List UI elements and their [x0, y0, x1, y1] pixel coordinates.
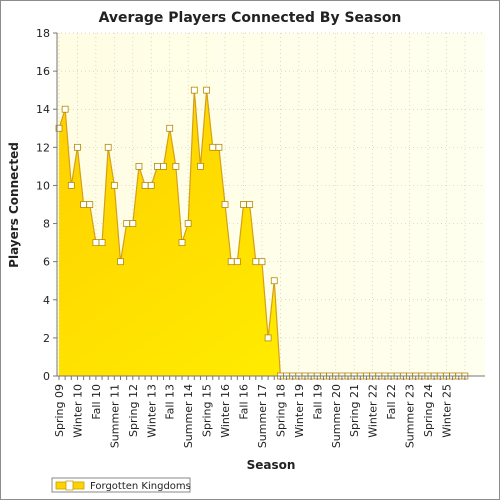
- y-tick-label: 10: [36, 179, 50, 192]
- data-point: [153, 162, 161, 170]
- data-point: [61, 105, 69, 113]
- data-point: [141, 182, 149, 189]
- data-point: [104, 143, 112, 151]
- x-tick-label: Winter 13: [145, 384, 158, 438]
- data-point: [135, 162, 143, 170]
- y-axis-ticks: 0 2 4 6 8 10 12 14 16 18: [36, 27, 57, 383]
- y-tick-label: 6: [43, 256, 50, 269]
- y-tick-label: 18: [36, 27, 50, 40]
- legend-marker: [65, 480, 74, 491]
- data-point: [86, 201, 94, 208]
- x-axis-title: Season: [247, 458, 296, 472]
- data-point: [258, 258, 266, 266]
- data-point: [203, 86, 211, 94]
- gridlines: [57, 32, 485, 376]
- x-tick-label: Fall 16: [238, 384, 251, 420]
- x-tick-label: Fall 10: [90, 384, 103, 420]
- data-point: [252, 258, 260, 266]
- data-point: [117, 258, 124, 266]
- x-tick-label: Summer 14: [182, 384, 195, 448]
- data-point: [264, 334, 272, 342]
- x-tick-label: Winter 19: [293, 384, 306, 438]
- x-tick-label: Spring 18: [274, 384, 287, 437]
- y-tick-label: 2: [43, 332, 50, 345]
- data-point: [221, 201, 229, 208]
- data-point: [67, 182, 75, 189]
- data-point: [74, 143, 81, 151]
- data-point: [197, 162, 204, 170]
- data-point: [227, 258, 235, 266]
- x-tick-label: Winter 22: [367, 384, 380, 438]
- x-tick-label: Winter 16: [219, 384, 232, 438]
- data-point: [147, 182, 155, 189]
- x-tick-label: Spring 24: [422, 384, 435, 437]
- y-tick-label: 12: [36, 141, 50, 154]
- x-tick-label: Winter 10: [71, 384, 84, 438]
- x-tick-label: Summer 17: [256, 384, 269, 448]
- y-axis-title: Players Connected: [7, 142, 21, 268]
- x-axis-ticks: Spring 09 Winter 10 Fall 10 Summer 11 Spring…: [53, 376, 466, 448]
- x-tick-label: Spring 09: [53, 384, 66, 437]
- x-tick-label: Fall 13: [164, 384, 177, 420]
- x-tick-label: Summer 20: [330, 384, 343, 448]
- data-point: [92, 239, 100, 247]
- data-point: [178, 239, 186, 247]
- data-point: [190, 86, 198, 94]
- data-point: [233, 258, 241, 266]
- data-point: [55, 124, 63, 132]
- data-point: [246, 201, 254, 208]
- y-tick-label: 8: [43, 218, 50, 231]
- data-point: [270, 277, 278, 285]
- data-point: [80, 201, 87, 208]
- data-point: [240, 201, 247, 208]
- data-point: [209, 143, 217, 151]
- data-point: [129, 220, 137, 227]
- y-tick-label: 0: [43, 370, 50, 383]
- x-tick-label: Spring 21: [348, 384, 361, 437]
- x-tick-label: Fall 22: [385, 384, 398, 420]
- data-point: [184, 220, 192, 227]
- data-point: [98, 239, 106, 247]
- y-tick-label: 14: [36, 103, 50, 116]
- x-tick-label: Winter 25: [440, 384, 453, 438]
- legend-box: [51, 477, 191, 493]
- x-tick-label: Fall 19: [311, 384, 324, 420]
- data-point: [123, 220, 131, 227]
- data-point: [215, 143, 223, 151]
- x-tick-label: Spring 15: [201, 384, 214, 437]
- data-point: [166, 124, 174, 132]
- y-tick-label: 4: [43, 294, 50, 307]
- series-area: [59, 90, 465, 377]
- y-tick-label: 16: [36, 65, 50, 78]
- legend: Forgotten Kingdoms: [51, 477, 191, 493]
- chart-title: Average Players Connected By Season: [99, 10, 402, 26]
- x-tick-label: Spring 12: [127, 384, 140, 437]
- x-tick-label: Summer 11: [108, 384, 121, 448]
- data-point: [160, 162, 167, 170]
- data-point: [110, 182, 118, 189]
- data-point: [172, 162, 180, 170]
- legend-label: Forgotten Kingdoms: [90, 481, 191, 492]
- x-tick-label: Summer 23: [404, 384, 417, 448]
